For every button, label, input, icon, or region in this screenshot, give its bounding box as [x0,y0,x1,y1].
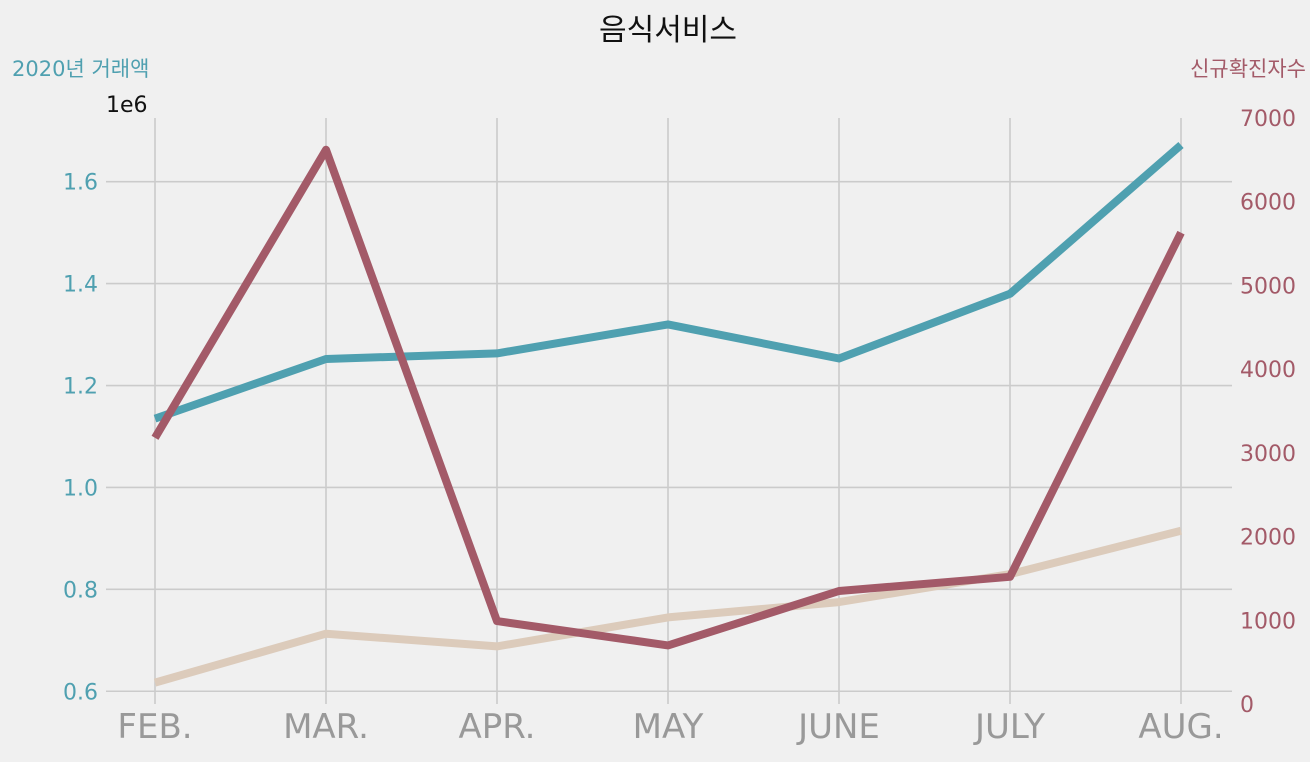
right-y-tick-label: 7000 [1240,107,1296,132]
x-tick-label: JUNE [796,707,880,747]
left-y-tick-label: 1.2 [63,375,98,400]
x-tick-label: FEB. [117,707,192,747]
left-y-tick-label: 1.6 [63,171,98,196]
left-y-tick-label: 1.4 [63,273,98,298]
right-y-tick-label: 4000 [1240,358,1296,383]
chart-title: 음식서비스 [599,13,737,48]
right-y-tick-label: 2000 [1240,526,1296,551]
right-y-tick-label: 0 [1240,693,1254,718]
left-axis-title: 2020년 거래액 [12,57,149,81]
x-tick-label: AUG. [1138,707,1223,747]
x-tick-label: APR. [459,707,536,747]
right-y-tick-label: 3000 [1240,442,1296,467]
x-tick-label: MAR. [283,707,369,747]
right-y-tick-label: 5000 [1240,274,1296,299]
tick-layer: FEB. MAR. APR. MAY JUNE JULY AUG. 0.6 0.8 1.0 1.2 1… [63,107,1296,747]
x-tick-label: JULY [973,707,1045,747]
x-tick-label: MAY [633,707,704,747]
left-axis-offset-text: 1e6 [106,93,148,118]
grid-layer [106,118,1232,704]
right-y-tick-label: 6000 [1240,191,1296,216]
left-y-tick-label: 1.0 [63,476,98,501]
right-y-tick-label: 1000 [1240,609,1296,634]
left-y-tick-label: 0.8 [63,578,98,603]
left-y-tick-label: 0.6 [63,680,98,705]
right-axis-title: 신규확진자수 [1190,57,1306,81]
series-line-0 [153,141,1184,423]
series-line-2 [151,145,1185,650]
series-layer [151,141,1185,687]
